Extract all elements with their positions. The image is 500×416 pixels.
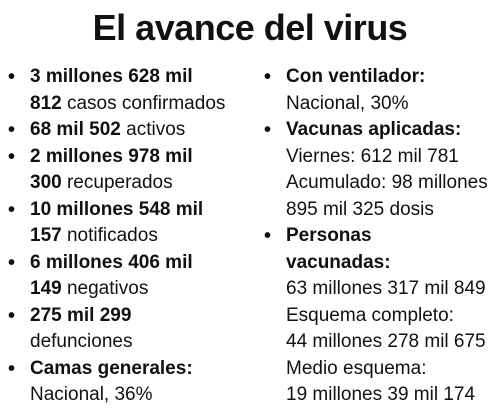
stat-line: 812 casos confirmados <box>30 91 254 118</box>
stat-value: Personas <box>286 225 372 246</box>
stat-label: Nacional, 30% <box>286 92 409 114</box>
stat-value: 275 mil 299 <box>30 304 132 326</box>
bullet-icon: • <box>264 66 272 88</box>
bullet-icon: • <box>8 119 16 141</box>
stat-value: Vacunas aplicadas: <box>286 119 462 140</box>
stat-label: negativos <box>61 278 149 299</box>
stat-label: recuperados <box>61 172 173 193</box>
left-stats-list: • 3 millones 628 mil 812 casos confirmados… <box>4 64 254 409</box>
left-column: • 3 millones 628 mil 812 casos confirmados… <box>4 64 254 409</box>
stat-line: 6 millones 406 mil <box>30 250 254 277</box>
stat-line: 10 millones 548 mil <box>30 197 254 224</box>
stat-value: 2 millones 978 mil <box>30 145 193 167</box>
stat-line: 300 recuperados <box>30 170 254 197</box>
stat-label: Medio esquema: <box>286 357 427 379</box>
stat-item: • 3 millones 628 mil 812 casos confirmados <box>4 64 254 117</box>
stat-line: 44 millones 278 mil 675 <box>286 329 500 356</box>
stat-item: • 68 mil 502 activos <box>4 117 254 144</box>
stat-item: • 2 millones 978 mil 300 recuperados <box>4 144 254 197</box>
stat-line: 157 notificados <box>30 223 254 250</box>
bullet-icon: • <box>8 357 16 380</box>
stat-line: 3 millones 628 mil <box>30 64 254 91</box>
bullet-icon: • <box>264 225 272 247</box>
stat-label: defunciones <box>30 331 133 352</box>
stat-label: 63 millones 317 mil 849 <box>286 278 486 299</box>
stat-value: 149 <box>30 278 62 299</box>
stat-label: Viernes: 612 mil 781 <box>286 145 459 167</box>
stat-value: 812 <box>30 92 62 114</box>
stat-line: Acumulado: 98 millones <box>286 170 500 197</box>
stat-value: vacunadas: <box>286 251 391 273</box>
stat-value: 157 <box>30 225 62 246</box>
stat-line: vacunadas: <box>286 250 500 277</box>
stat-value: 3 millones 628 mil <box>30 66 193 87</box>
stat-line: Medio esquema: <box>286 356 500 383</box>
bullet-icon: • <box>8 66 16 88</box>
stat-line: Nacional, 36% <box>30 382 254 409</box>
bullet-icon: • <box>8 145 16 168</box>
stat-label: 44 millones 278 mil 675 <box>286 331 486 352</box>
stat-line: 895 mil 325 dosis <box>286 197 500 224</box>
stat-line: Esquema completo: <box>286 303 500 330</box>
right-stats-list: • Con ventilador: Nacional, 30% • Vacunas ap… <box>260 64 500 409</box>
stat-line: 63 millones 317 mil 849 <box>286 276 500 303</box>
stat-line: 19 millones 39 mil 174 <box>286 382 500 409</box>
stat-label: Nacional, 36% <box>30 384 153 405</box>
stat-line: Viernes: 612 mil 781 <box>286 144 500 171</box>
stat-value: 68 mil 502 <box>30 119 121 140</box>
stat-line: Camas generales: <box>30 356 254 383</box>
stat-line: 149 negativos <box>30 276 254 303</box>
stat-label: 895 mil 325 dosis <box>286 198 434 220</box>
infographic-title: El avance del virus <box>92 7 408 48</box>
stat-value: 10 millones 548 mil <box>30 198 204 220</box>
stat-value: Camas generales: <box>30 357 193 379</box>
bullet-icon: • <box>8 198 16 221</box>
stat-label: notificados <box>61 225 158 246</box>
stat-label: Esquema completo: <box>286 304 454 326</box>
stat-value: 6 millones 406 mil <box>30 251 193 273</box>
bullet-icon: • <box>264 119 272 141</box>
stat-line: Con ventilador: <box>286 64 500 91</box>
stat-label: casos confirmados <box>61 92 226 114</box>
stat-item: • 275 mil 299 defunciones <box>4 303 254 356</box>
stat-item: • Personas vacunadas: 63 millones 317 mil 8… <box>260 223 500 409</box>
bullet-icon: • <box>8 251 16 274</box>
stat-label: 19 millones 39 mil 174 <box>286 384 476 405</box>
stat-item: • 6 millones 406 mil 149 negativos <box>4 250 254 303</box>
stat-value: Con ventilador: <box>286 66 426 87</box>
stat-item: • Camas generales: Nacional, 36% <box>4 356 254 409</box>
stat-value: 300 <box>30 172 62 193</box>
right-column: • Con ventilador: Nacional, 30% • Vacunas ap… <box>260 64 500 409</box>
stat-line: 68 mil 502 activos <box>30 117 254 144</box>
stat-line: 2 millones 978 mil <box>30 144 254 171</box>
stat-line: Nacional, 30% <box>286 91 500 118</box>
stat-line: 275 mil 299 <box>30 303 254 330</box>
stat-item: • Vacunas aplicadas: Viernes: 612 mil 781 A… <box>260 117 500 223</box>
stat-label: Acumulado: 98 millones <box>286 172 488 193</box>
stat-line: defunciones <box>30 329 254 356</box>
stat-item: • Con ventilador: Nacional, 30% <box>260 64 500 117</box>
stat-line: Vacunas aplicadas: <box>286 117 500 144</box>
stat-label: activos <box>120 119 186 140</box>
stat-item: • 10 millones 548 mil 157 notificados <box>4 197 254 250</box>
stat-line: Personas <box>286 223 500 250</box>
bullet-icon: • <box>8 304 16 327</box>
